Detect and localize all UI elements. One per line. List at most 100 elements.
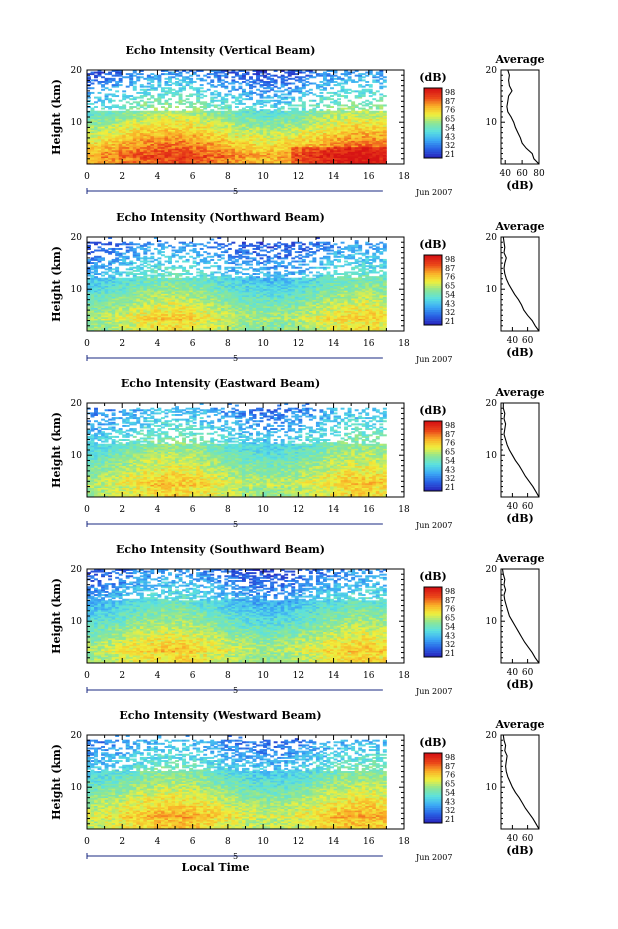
heatmap-cell (319, 153, 324, 155)
heatmap-cell (111, 142, 116, 145)
heatmap-cell (175, 159, 179, 162)
heatmap-cell (280, 90, 285, 93)
heatmap-cell (382, 151, 387, 154)
colorbar-swatch (424, 118, 442, 122)
heatmap-cell (168, 143, 172, 146)
heatmap-cell (273, 157, 278, 160)
heatmap-cell (192, 71, 197, 74)
heatmap-cell (129, 110, 134, 113)
heatmap-cell (270, 157, 275, 160)
heatmap-cell (231, 143, 236, 146)
heatmap-cell (118, 148, 123, 151)
heatmap-cell (227, 82, 232, 85)
heatmap-cell (340, 104, 345, 107)
heatmap-cell (90, 143, 95, 146)
heatmap-cell (368, 148, 373, 151)
heatmap-cell (372, 153, 377, 155)
heatmap-cell (333, 160, 338, 163)
heatmap-cell (168, 146, 172, 149)
heatmap-cell (252, 162, 257, 165)
heatmap-cell (111, 93, 116, 96)
heatmap-cell (164, 148, 169, 151)
heatmap-cell (122, 151, 127, 154)
heatmap-cell (150, 146, 155, 149)
heatmap-cell (298, 142, 303, 145)
heatmap-cell (210, 91, 215, 94)
heatmap-cell (326, 109, 331, 112)
heatmap-cell (301, 156, 306, 159)
heatmap-cell (277, 156, 282, 159)
heatmap-cell (347, 151, 352, 154)
heatmap-cell (249, 154, 253, 157)
heatmap-cell (263, 87, 268, 90)
heatmap-cell (375, 90, 380, 93)
heatmap-cell (97, 146, 102, 149)
heatmap-cell (143, 157, 148, 160)
heatmap-cell (227, 71, 232, 74)
heatmap-cell (238, 146, 243, 149)
heatmap-cell (97, 145, 102, 148)
heatmap-cell (284, 96, 289, 99)
heatmap-cell (146, 98, 151, 101)
heatmap-cell (227, 145, 232, 148)
heatmap-cell (284, 145, 289, 148)
heatmap-cell (379, 148, 384, 151)
heatmap-cell (340, 159, 345, 162)
heatmap-cell (157, 149, 162, 152)
heatmap-cell (122, 160, 127, 163)
heatmap-cell (263, 160, 268, 163)
heatmap-cell (108, 106, 113, 108)
heatmap-cell (365, 145, 370, 148)
heatmap-cell (157, 159, 162, 162)
heatmap-cell (263, 162, 268, 165)
heatmap-cell (224, 146, 229, 149)
heatmap-cell (365, 109, 370, 112)
heatmap-cell (287, 157, 292, 160)
heatmap-cell (227, 93, 232, 96)
heatmap-cell (203, 162, 208, 165)
heatmap-cell (132, 149, 137, 152)
heatmap-cell (347, 99, 352, 102)
heatmap-cell (333, 145, 338, 148)
heatmap-cell (129, 149, 134, 152)
heatmap-cell (372, 154, 377, 157)
heatmap-cell (322, 110, 327, 113)
heatmap-cell (234, 102, 239, 105)
heatmap-cell (273, 159, 278, 162)
heatmap-cell (263, 145, 268, 148)
heatmap-cell (305, 151, 310, 154)
heatmap-cell (337, 162, 341, 165)
heatmap-cell (122, 93, 127, 96)
heatmap-cell (125, 153, 130, 155)
heatmap-cell (305, 77, 310, 80)
heatmap-cell (87, 160, 91, 163)
heatmap-cell (245, 79, 250, 82)
heatmap-cell (136, 110, 141, 113)
heatmap-cell (358, 153, 363, 155)
heatmap-cell (284, 143, 289, 146)
heatmap-cell (171, 148, 176, 151)
heatmap-cell (298, 145, 303, 148)
heatmap-cell (224, 157, 229, 160)
heatmap-cell (284, 71, 289, 74)
heatmap-cell (153, 151, 158, 154)
heatmap-cell (372, 110, 377, 113)
heatmap-cell (118, 146, 123, 149)
heatmap-cell (322, 143, 327, 146)
heatmap-cell (344, 143, 349, 146)
heatmap-cell (150, 151, 155, 154)
heatmap-cell (206, 73, 211, 76)
heatmap-cell (199, 77, 204, 80)
heatmap-cell (227, 104, 232, 107)
heatmap-cell (308, 99, 313, 102)
heatmap-cell (368, 157, 373, 160)
heatmap-cell (259, 156, 264, 159)
heatmap-cell (322, 153, 327, 155)
heatmap-cell (90, 87, 95, 90)
heatmap-cell (298, 148, 303, 151)
heatmap-cell (344, 151, 349, 154)
heatmap-cell (143, 101, 148, 104)
heatmap-cell (361, 88, 366, 91)
heatmap-cell (224, 148, 229, 151)
heatmap-cell (150, 142, 155, 145)
